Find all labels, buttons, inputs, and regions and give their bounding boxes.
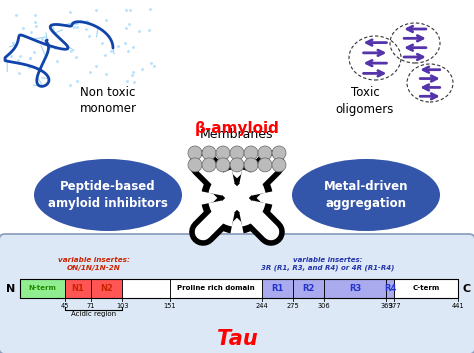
- Text: Metal-driven
aggregation: Metal-driven aggregation: [324, 180, 408, 210]
- Circle shape: [216, 158, 230, 172]
- Bar: [262, 279, 293, 298]
- Text: Tau: Tau: [217, 329, 257, 349]
- Text: N-term: N-term: [28, 286, 56, 292]
- Text: C: C: [463, 283, 471, 293]
- Text: 441: 441: [452, 303, 465, 309]
- Bar: [20, 279, 458, 298]
- Bar: [170, 279, 262, 298]
- Bar: [386, 279, 394, 298]
- Ellipse shape: [34, 159, 182, 231]
- Text: 244: 244: [256, 303, 269, 309]
- Circle shape: [230, 158, 244, 172]
- Circle shape: [244, 146, 258, 160]
- Bar: [91, 279, 122, 298]
- Circle shape: [202, 146, 216, 160]
- Bar: [293, 279, 324, 298]
- Bar: [324, 279, 386, 298]
- Text: R4: R4: [384, 284, 397, 293]
- Circle shape: [216, 146, 230, 160]
- Bar: [64, 279, 91, 298]
- Text: Peptide-based
amyloid inhibitors: Peptide-based amyloid inhibitors: [48, 180, 168, 210]
- Text: Acidic region: Acidic region: [71, 311, 116, 317]
- FancyBboxPatch shape: [0, 234, 474, 353]
- Text: β-amyloid: β-amyloid: [194, 120, 280, 136]
- Ellipse shape: [292, 159, 440, 231]
- Bar: [20, 279, 64, 298]
- Text: 71: 71: [86, 303, 95, 309]
- Text: 151: 151: [164, 303, 176, 309]
- Circle shape: [272, 158, 286, 172]
- Text: 306: 306: [318, 303, 330, 309]
- Text: Toxic
oligomers: Toxic oligomers: [336, 86, 394, 115]
- Circle shape: [272, 146, 286, 160]
- Text: R2: R2: [302, 284, 315, 293]
- Circle shape: [188, 146, 202, 160]
- Text: 369: 369: [380, 303, 393, 309]
- Circle shape: [230, 146, 244, 160]
- Text: Proline rich domain: Proline rich domain: [177, 286, 255, 292]
- Circle shape: [188, 158, 202, 172]
- Text: 377: 377: [388, 303, 401, 309]
- Text: N1: N1: [71, 284, 84, 293]
- Circle shape: [258, 158, 272, 172]
- Circle shape: [244, 158, 258, 172]
- Text: C-term: C-term: [412, 286, 440, 292]
- Text: N2: N2: [100, 284, 113, 293]
- Text: R1: R1: [272, 284, 284, 293]
- Text: 45: 45: [61, 303, 69, 309]
- Bar: [394, 279, 458, 298]
- Text: Membranes: Membranes: [200, 128, 274, 141]
- Text: R3: R3: [349, 284, 361, 293]
- Text: N: N: [6, 283, 15, 293]
- Text: 275: 275: [287, 303, 300, 309]
- Circle shape: [202, 158, 216, 172]
- Text: 103: 103: [116, 303, 128, 309]
- Bar: [122, 279, 170, 298]
- Text: variable insertes:
ON/1N/1N-2N: variable insertes: ON/1N/1N-2N: [57, 257, 129, 271]
- Circle shape: [258, 146, 272, 160]
- Text: variable insertes:
3R (R1, R3, and R4) or 4R (R1-R4): variable insertes: 3R (R1, R3, and R4) o…: [261, 257, 394, 271]
- Text: Non toxic
monomer: Non toxic monomer: [80, 86, 137, 115]
